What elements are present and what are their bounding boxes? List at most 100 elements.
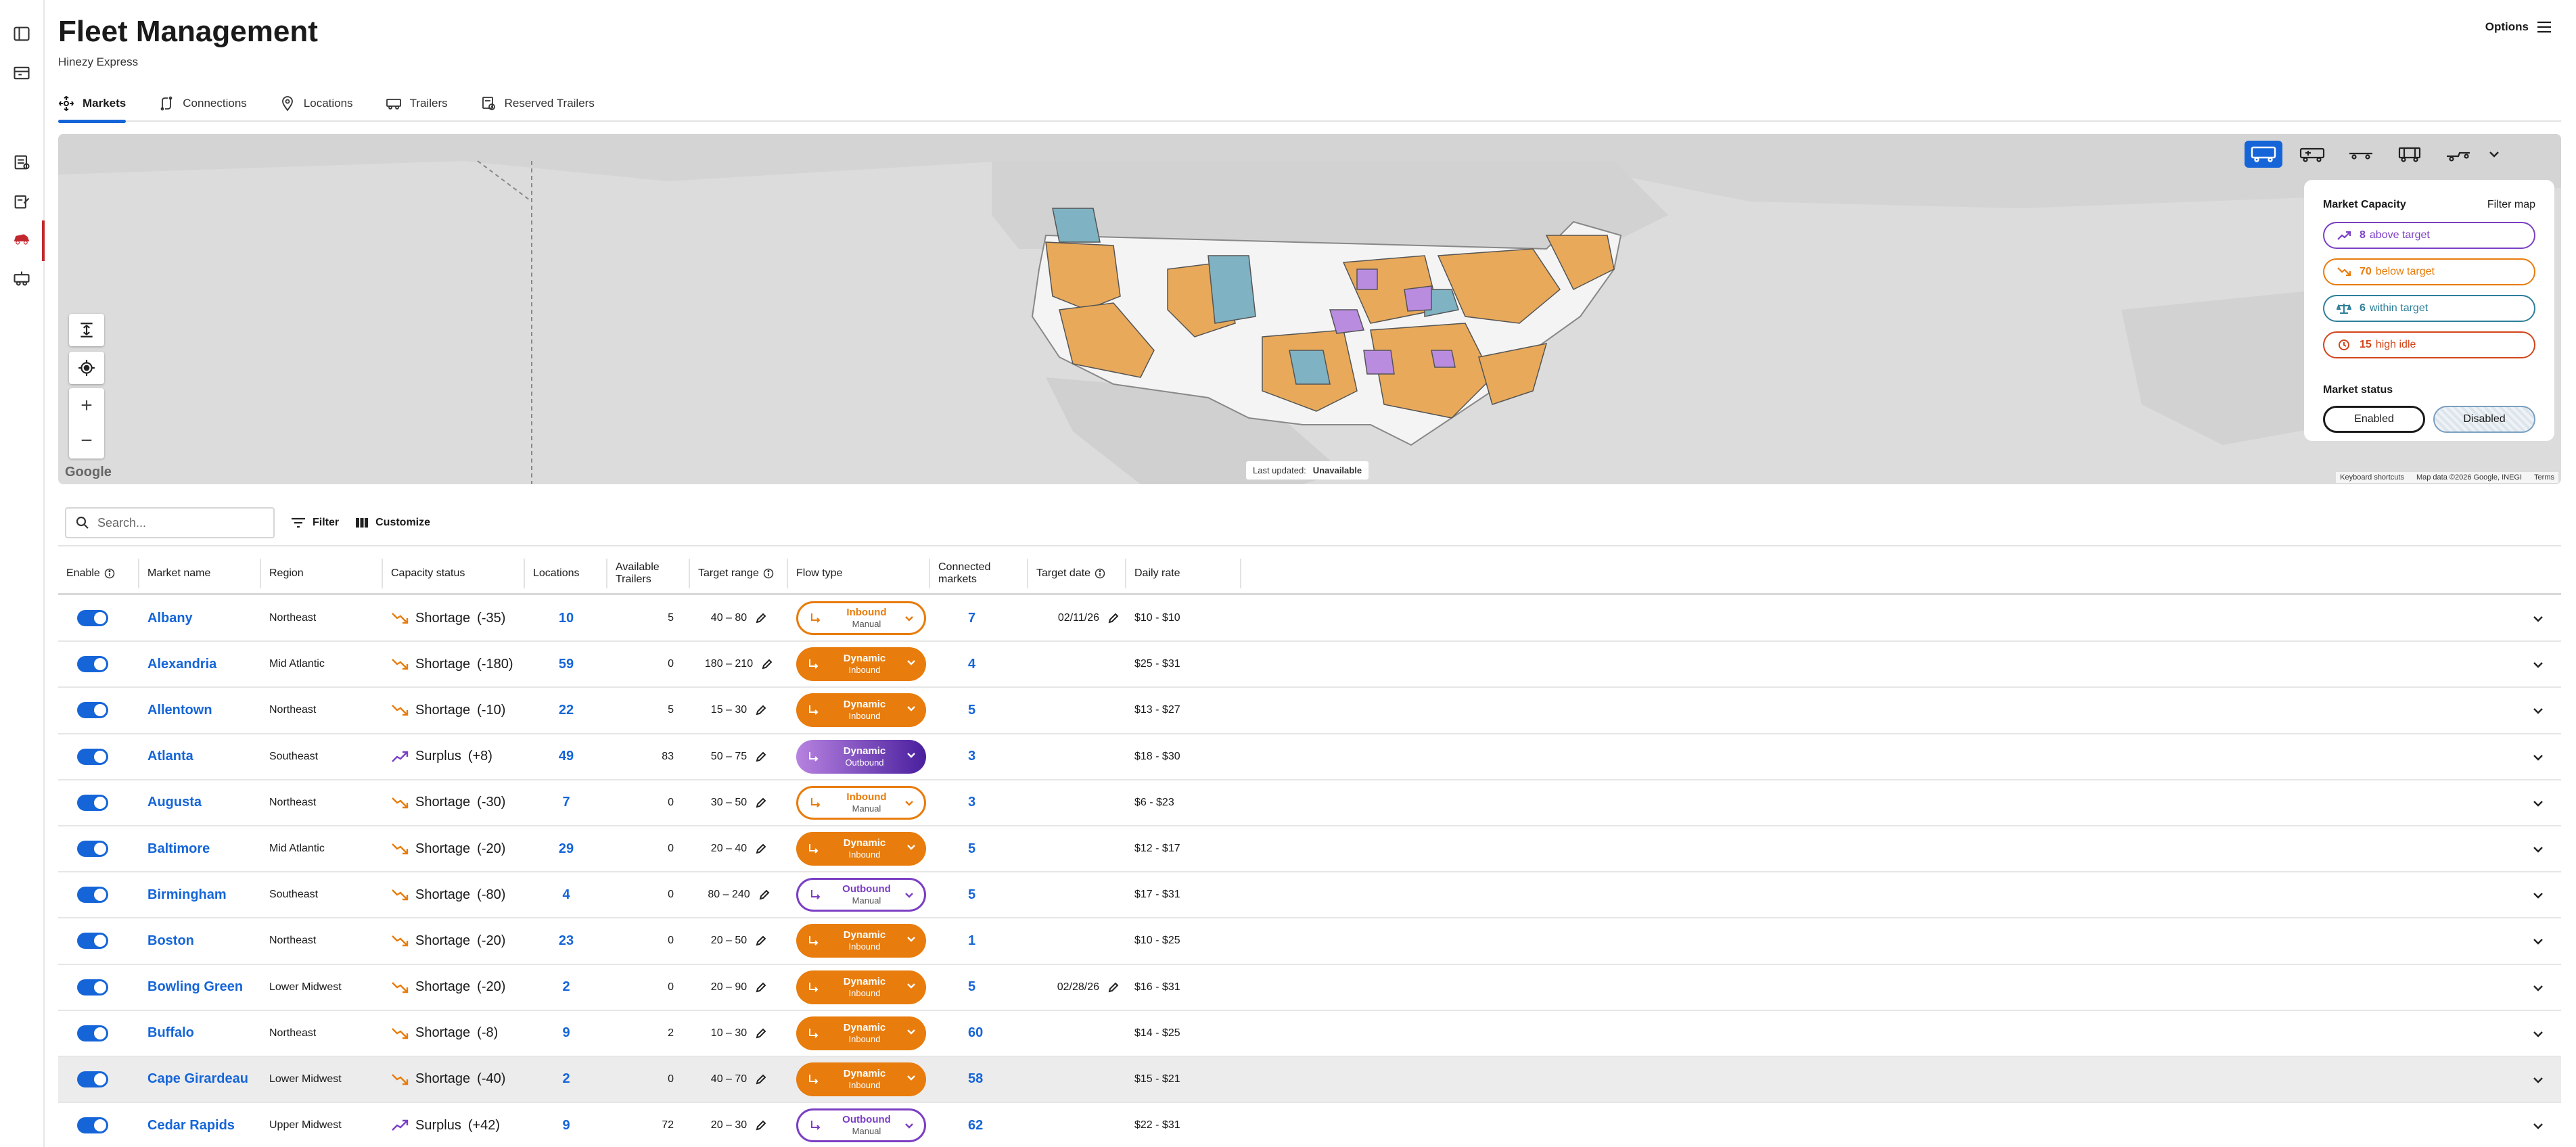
info-icon[interactable]	[104, 568, 115, 579]
locations-link[interactable]: 2	[562, 979, 570, 995]
edit-icon[interactable]	[755, 751, 767, 763]
edit-icon[interactable]	[755, 1073, 767, 1085]
flow-type-dropdown[interactable]: Dynamic Inbound	[796, 970, 926, 1004]
zoom-in-button[interactable]: +	[80, 394, 93, 417]
table-row[interactable]: Boston Northeast Shortage (-20) 23 0 20 – 50 Dy…	[58, 918, 2561, 965]
expand-row-icon[interactable]	[2531, 658, 2545, 672]
table-row[interactable]: Allentown Northeast Shortage (-10) 22 5 15 – 3…	[58, 688, 2561, 734]
flow-type-dropdown[interactable]: Dynamic Outbound	[796, 739, 926, 774]
connected-markets-link[interactable]: 4	[968, 656, 976, 672]
expand-row-icon[interactable]	[2531, 1073, 2545, 1087]
edit-icon[interactable]	[755, 843, 767, 855]
locations-link[interactable]: 59	[558, 656, 574, 672]
enable-toggle[interactable]	[77, 1117, 108, 1134]
zoom-out-button[interactable]: −	[80, 429, 93, 452]
connected-markets-link[interactable]: 1	[968, 933, 976, 948]
enable-toggle[interactable]	[77, 1071, 108, 1087]
flow-type-dropdown[interactable]: Dynamic Inbound	[796, 832, 926, 866]
high-idle-filter[interactable]: 15 high idle	[2323, 331, 2535, 358]
flow-type-dropdown[interactable]: Dynamic Inbound	[796, 1016, 926, 1050]
market-name-link[interactable]: Birmingham	[147, 887, 227, 902]
column-flow-type[interactable]: Flow type	[788, 559, 930, 588]
enable-toggle[interactable]	[77, 794, 108, 811]
fit-bounds-button[interactable]	[69, 314, 104, 346]
flow-type-dropdown[interactable]: Inbound Manual	[796, 601, 926, 636]
info-icon[interactable]	[763, 568, 774, 579]
locations-link[interactable]: 7	[562, 795, 570, 810]
expand-row-icon[interactable]	[2531, 704, 2545, 718]
table-row[interactable]: Albany Northeast Shortage (-35) 10 5 40 – 80 In…	[58, 596, 2561, 642]
edit-icon[interactable]	[755, 797, 767, 809]
locations-link[interactable]: 10	[558, 610, 574, 626]
tab-reserved-trailers[interactable]: Reserved Trailers	[480, 87, 595, 120]
enable-toggle[interactable]	[77, 610, 108, 627]
connected-markets-link[interactable]: 58	[968, 1071, 984, 1087]
flow-type-dropdown[interactable]: Outbound Manual	[796, 878, 926, 912]
table-row[interactable]: Alexandria Mid Atlantic Shortage (-180) 59 0 1…	[58, 642, 2561, 688]
enable-toggle[interactable]	[77, 887, 108, 904]
edit-icon[interactable]	[755, 704, 767, 716]
edit-icon[interactable]	[758, 889, 770, 901]
layout-icon[interactable]	[9, 22, 34, 46]
locations-link[interactable]: 9	[562, 1117, 570, 1133]
flow-type-dropdown[interactable]: Outbound Manual	[796, 1108, 926, 1143]
reefer-button[interactable]	[2293, 141, 2331, 168]
edit-icon[interactable]	[755, 935, 767, 947]
locations-link[interactable]: 4	[562, 887, 570, 902]
tab-connections[interactable]: Connections	[158, 87, 247, 120]
truck-icon[interactable]	[9, 227, 34, 252]
market-name-link[interactable]: Allentown	[147, 702, 212, 718]
expand-row-icon[interactable]	[2531, 751, 2545, 764]
expand-row-icon[interactable]	[2531, 797, 2545, 810]
connected-markets-link[interactable]: 5	[968, 841, 976, 856]
info-icon[interactable]	[1095, 568, 1105, 579]
connected-markets-link[interactable]: 5	[968, 702, 976, 718]
connected-markets-link[interactable]: 62	[968, 1117, 984, 1133]
flatbed-button[interactable]	[2342, 141, 2380, 168]
edit-icon[interactable]	[755, 612, 767, 624]
column-enable[interactable]: Enable	[58, 559, 139, 588]
customize-button[interactable]: Customize	[355, 517, 430, 529]
step-deck-button[interactable]	[2439, 141, 2477, 168]
filter-map-link[interactable]: Filter map	[2487, 199, 2535, 210]
table-row[interactable]: Birmingham Southeast Shortage (-80) 4 0 80 – 2…	[58, 872, 2561, 919]
enable-toggle[interactable]	[77, 656, 108, 673]
within-target-filter[interactable]: 6 within target	[2323, 295, 2535, 322]
column-available-trailers[interactable]: Available Trailers	[607, 559, 690, 588]
expand-row-icon[interactable]	[2531, 1119, 2545, 1133]
flow-type-dropdown[interactable]: Inbound Manual	[796, 785, 926, 820]
column-connected-markets[interactable]: Connected markets	[930, 559, 1028, 588]
market-map[interactable]: + − Google Last updated: Unavailable Keyb…	[58, 134, 2561, 484]
enable-toggle[interactable]	[77, 702, 108, 719]
table-row[interactable]: Cedar Rapids Upper Midwest Surplus (+42) 9 72…	[58, 1103, 2561, 1147]
filter-button[interactable]: Filter	[291, 517, 339, 529]
tab-trailers[interactable]: Trailers	[386, 87, 448, 120]
expand-row-icon[interactable]	[2531, 843, 2545, 856]
keyboard-shortcuts-link[interactable]: Keyboard shortcuts	[2340, 473, 2404, 482]
expand-row-icon[interactable]	[2531, 1027, 2545, 1041]
fleet-icon[interactable]	[9, 266, 34, 291]
column-market-name[interactable]: Market name	[139, 559, 261, 588]
below-target-filter[interactable]: 70 below target	[2323, 258, 2535, 285]
market-name-link[interactable]: Boston	[147, 933, 194, 948]
expand-row-icon[interactable]	[2531, 981, 2545, 995]
connected-markets-link[interactable]: 5	[968, 887, 976, 902]
table-row[interactable]: Bowling Green Lower Midwest Shortage (-20) 2…	[58, 965, 2561, 1011]
table-row[interactable]: Baltimore Mid Atlantic Shortage (-20) 29 0 20 …	[58, 826, 2561, 873]
locations-link[interactable]: 23	[558, 933, 574, 948]
column-target-date[interactable]: Target date	[1028, 559, 1126, 588]
locations-link[interactable]: 29	[558, 841, 574, 856]
tab-markets[interactable]: Markets	[58, 87, 127, 123]
flow-type-dropdown[interactable]: Dynamic Inbound	[796, 693, 926, 728]
market-name-link[interactable]: Cedar Rapids	[147, 1117, 235, 1133]
locations-link[interactable]: 49	[558, 749, 574, 764]
search-input[interactable]	[97, 515, 260, 530]
edit-icon[interactable]	[755, 1027, 767, 1039]
options-button[interactable]: Options	[2485, 20, 2552, 34]
market-name-link[interactable]: Bowling Green	[147, 979, 244, 995]
container-button[interactable]	[2391, 141, 2429, 168]
market-name-link[interactable]: Cape Girardeau	[147, 1071, 248, 1087]
market-name-link[interactable]: Buffalo	[147, 1025, 194, 1041]
enable-toggle[interactable]	[77, 979, 108, 996]
flow-type-dropdown[interactable]: Dynamic Inbound	[796, 924, 926, 958]
